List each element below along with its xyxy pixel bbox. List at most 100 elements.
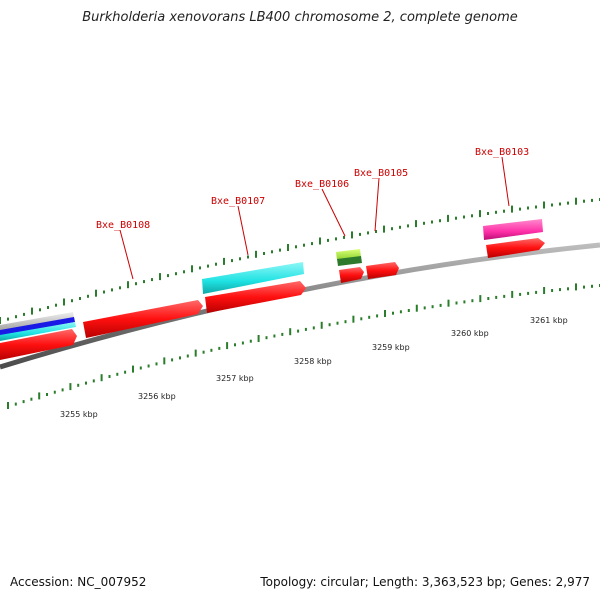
green-dark-feature-bxe-b0106 — [337, 256, 362, 266]
outer-track-minor-tick — [359, 232, 361, 236]
inner-track-minor-tick — [567, 287, 569, 291]
outer-track-minor-tick — [551, 203, 553, 207]
outer-track-major-tick — [575, 197, 577, 205]
cds-arrow-bxe-b0108 — [83, 300, 203, 338]
outer-track-major-tick — [191, 265, 193, 273]
outer-track-minor-tick — [151, 278, 153, 282]
leader-bxe-b0106 — [321, 188, 346, 237]
inner-track-minor-tick — [14, 402, 17, 406]
inner-track-minor-tick — [92, 379, 95, 383]
outer-track-major-tick — [287, 244, 289, 251]
outer-track-major-tick — [63, 298, 65, 306]
inner-track-minor-tick — [376, 314, 379, 318]
outer-track-minor-tick — [335, 237, 337, 241]
inner-track-major-tick — [447, 299, 450, 307]
outer-track-minor-tick — [591, 198, 593, 202]
inner-track-major-tick — [100, 374, 103, 382]
inner-track-major-tick — [289, 328, 292, 336]
outer-track-major-tick — [351, 231, 353, 239]
inner-track-major-tick — [194, 349, 197, 357]
inner-track-minor-tick — [77, 383, 80, 387]
outer-track-minor-tick — [231, 259, 233, 263]
inner-track-major-tick — [257, 335, 260, 342]
inner-track-major-tick — [163, 357, 166, 365]
gene-label-bxe-b0106: Bxe_B0106 — [295, 179, 349, 190]
inner-track-minor-tick — [423, 306, 426, 310]
inner-track-major-tick — [575, 283, 577, 291]
outer-track-major-tick — [31, 307, 33, 315]
leader-bxe-b0107 — [237, 205, 249, 256]
outer-track-minor-tick — [471, 214, 473, 218]
outer-track-minor-tick — [487, 212, 489, 215]
outer-track-minor-tick — [431, 220, 433, 224]
inner-track-minor-tick — [85, 381, 87, 385]
inner-track-major-tick — [226, 342, 229, 350]
outer-track-minor-tick — [535, 205, 537, 209]
outer-track-major-tick — [95, 289, 97, 297]
scale-label-3258: 3258 kbp — [294, 357, 332, 366]
cds-arrow-bxe-b0103 — [486, 238, 545, 258]
inner-track-minor-tick — [218, 346, 221, 350]
inner-track-minor-tick — [210, 348, 213, 352]
outer-track-major-tick — [511, 205, 513, 213]
inner-track-minor-tick — [495, 295, 498, 299]
cds-arrow-left — [0, 329, 77, 360]
outer-track-minor-tick — [183, 270, 185, 274]
inner-track-minor-tick — [139, 366, 142, 370]
inner-track-minor-tick — [328, 323, 331, 327]
outer-track-minor-tick — [199, 266, 201, 270]
inner-track-minor-tick — [108, 375, 111, 378]
inner-track-minor-tick — [281, 332, 284, 336]
inner-track-minor-tick — [273, 334, 276, 338]
cds-arrow-bxe-b0106 — [339, 267, 364, 283]
blue-feature-left — [0, 317, 75, 336]
outer-track-major-tick — [255, 250, 257, 258]
outer-track-minor-tick — [423, 221, 425, 225]
outer-track-major-tick — [447, 214, 449, 222]
scale-label-3259: 3259 kbp — [372, 343, 410, 352]
outer-track-major-tick — [415, 220, 417, 228]
cyan-feature-bxe-b0107 — [202, 262, 304, 294]
inner-track-minor-tick — [471, 299, 474, 303]
inner-track-major-tick — [7, 402, 9, 409]
outer-track-minor-tick — [71, 299, 73, 303]
outer-track-minor-tick — [303, 243, 305, 247]
outer-track-minor-tick — [295, 245, 297, 249]
scale-label-3255: 3255 kbp — [60, 410, 98, 419]
inner-track-minor-tick — [344, 320, 347, 324]
cds-arrow-bxe-b0107 — [205, 281, 306, 313]
outer-track-minor-tick — [55, 303, 57, 307]
outer-tick-track — [0, 197, 600, 324]
scale-label-3261: 3261 kbp — [530, 316, 568, 325]
inner-track-minor-tick — [439, 303, 442, 307]
gene-label-bxe-b0105: Bxe_B0105 — [354, 168, 408, 179]
inner-track-major-tick — [38, 392, 41, 400]
inner-track-minor-tick — [591, 284, 593, 288]
inner-track-minor-tick — [583, 285, 585, 289]
inner-track-minor-tick — [234, 343, 236, 347]
inner-track-minor-tick — [551, 289, 554, 292]
accession-label: Accession: NC_007952 — [10, 575, 147, 589]
inner-track-major-tick — [415, 304, 418, 312]
outer-track-minor-tick — [207, 264, 209, 268]
inner-track-minor-tick — [304, 327, 307, 331]
inner-track-minor-tick — [116, 372, 119, 376]
inner-track-major-tick — [132, 365, 134, 373]
outer-track-minor-tick — [455, 216, 457, 220]
outer-track-minor-tick — [271, 250, 273, 254]
outer-track-minor-tick — [503, 209, 505, 213]
outer-track-minor-tick — [279, 248, 281, 252]
inner-track-minor-tick — [30, 397, 33, 401]
outer-track-minor-tick — [143, 280, 145, 284]
leader-bxe-b0105 — [374, 177, 380, 232]
outer-track-minor-tick — [247, 255, 249, 259]
inner-tick-track — [7, 283, 600, 409]
inner-track-minor-tick — [407, 309, 410, 312]
outer-track-major-tick — [543, 201, 545, 209]
outer-track-minor-tick — [527, 206, 529, 210]
outer-track-major-tick — [479, 210, 481, 218]
outer-track-minor-tick — [463, 215, 465, 219]
inner-track-minor-tick — [559, 288, 561, 292]
inner-track-minor-tick — [202, 350, 205, 354]
